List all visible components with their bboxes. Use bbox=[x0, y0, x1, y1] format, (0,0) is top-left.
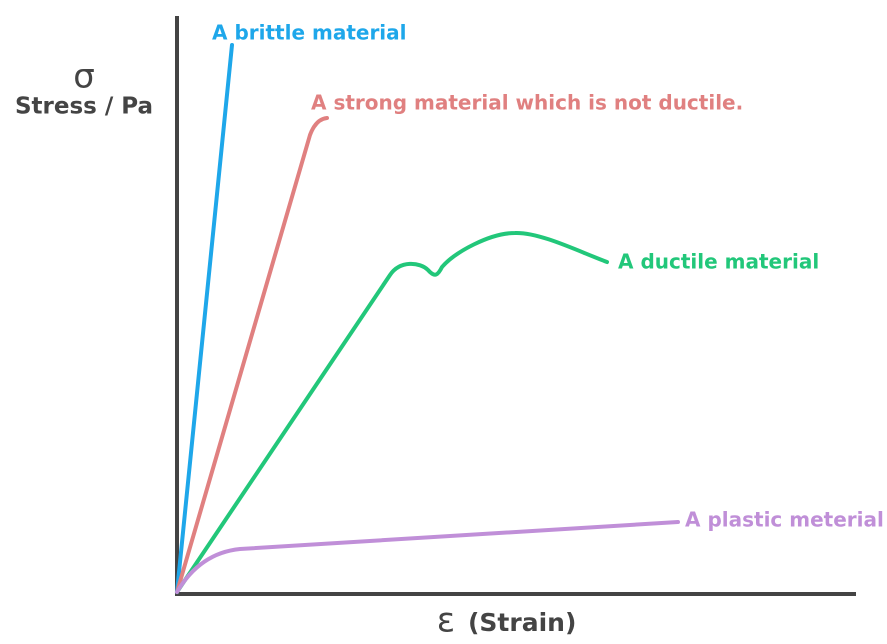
strong-curve bbox=[175, 116, 329, 594]
brittle-curve bbox=[175, 43, 234, 594]
y-axis-symbol: σ bbox=[73, 57, 95, 97]
y-axis-label: Stress / Pa bbox=[15, 94, 153, 120]
curve-label: A brittle material bbox=[212, 21, 407, 45]
x-axis-label: (Strain) bbox=[468, 608, 576, 637]
plastic-curve bbox=[175, 520, 680, 594]
curve-label: A plastic meterial bbox=[685, 508, 884, 532]
ductile-curve bbox=[175, 230, 609, 594]
x-axis-symbol: ε bbox=[437, 601, 455, 641]
curve-label: A strong material which is not ductile. bbox=[311, 91, 743, 115]
curve-label: A ductile material bbox=[618, 250, 819, 274]
